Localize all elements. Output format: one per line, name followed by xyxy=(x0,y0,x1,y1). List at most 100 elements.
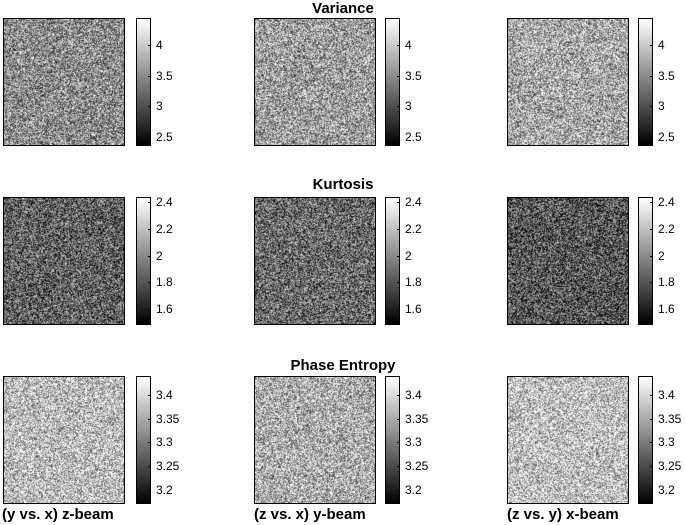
row-title: Kurtosis xyxy=(312,176,374,193)
colorbar-tick-label: 3.3 xyxy=(156,435,173,449)
colorbar xyxy=(385,197,400,325)
colorbar xyxy=(385,376,400,504)
colorbar-tickmark xyxy=(148,229,151,230)
colorbar-tickmark xyxy=(650,45,653,46)
colorbar-tick-label: 2.5 xyxy=(658,130,675,144)
column-label: (z vs. x) y-beam xyxy=(254,506,366,523)
colorbar-tick-label: 1.6 xyxy=(658,302,675,316)
colorbar-tickmark xyxy=(148,45,151,46)
colorbar-tick-label: 3.4 xyxy=(658,388,675,402)
heatmap-panel xyxy=(254,18,376,146)
colorbar-tick-label: 3.2 xyxy=(405,483,422,497)
colorbar-tick-label: 2.5 xyxy=(156,130,173,144)
heatmap-image xyxy=(255,19,375,145)
colorbar-tick-label: 3.35 xyxy=(658,412,682,426)
colorbar-tickmark xyxy=(397,395,400,396)
colorbar xyxy=(638,376,653,504)
colorbar-tickmark xyxy=(397,256,400,257)
colorbar-tickmark xyxy=(650,395,653,396)
heatmap-image xyxy=(4,19,124,145)
colorbar-tickmark xyxy=(650,76,653,77)
colorbar-tick-label: 3.4 xyxy=(156,388,173,402)
colorbar-tick-label: 3.35 xyxy=(156,412,180,426)
colorbar xyxy=(136,18,151,146)
colorbar-tick-label: 2 xyxy=(405,249,412,263)
heatmap-panel xyxy=(507,18,629,146)
colorbar-tickmark xyxy=(397,309,400,310)
colorbar-tick-label: 3.25 xyxy=(658,459,682,473)
colorbar xyxy=(385,18,400,146)
colorbar-tick-label: 3 xyxy=(156,99,163,113)
colorbar-tickmark xyxy=(650,309,653,310)
heatmap-image xyxy=(255,377,375,503)
row-title: Variance xyxy=(312,0,374,17)
heatmap-image xyxy=(4,377,124,503)
colorbar-tickmark xyxy=(650,490,653,491)
colorbar-tick-label: 3.25 xyxy=(156,459,180,473)
colorbar-tick-label: 3.5 xyxy=(156,69,173,83)
colorbar-tickmark xyxy=(650,442,653,443)
row-title: Phase Entropy xyxy=(290,357,396,374)
colorbar-tickmark xyxy=(148,309,151,310)
colorbar-tickmark xyxy=(397,466,400,467)
colorbar-tick-label: 2.2 xyxy=(156,222,173,236)
colorbar-tick-label: 1.6 xyxy=(156,302,173,316)
colorbar-tick-label: 3.4 xyxy=(405,388,422,402)
heatmap-image xyxy=(255,198,375,324)
colorbar-tick-label: 3.3 xyxy=(658,435,675,449)
colorbar-tickmark xyxy=(397,229,400,230)
heatmap-image xyxy=(4,198,124,324)
colorbar-tickmark xyxy=(650,282,653,283)
column-label: (y vs. x) z-beam xyxy=(2,506,114,523)
colorbar-tickmark xyxy=(148,395,151,396)
colorbar-tickmark xyxy=(148,202,151,203)
colorbar xyxy=(638,18,653,146)
colorbar-tickmark xyxy=(650,106,653,107)
colorbar-tickmark xyxy=(397,442,400,443)
colorbar-tick-label: 3 xyxy=(405,99,412,113)
colorbar-tickmark xyxy=(397,45,400,46)
colorbar-tick-label: 3.5 xyxy=(658,69,675,83)
colorbar-tickmark xyxy=(650,419,653,420)
colorbar-tick-label: 1.8 xyxy=(405,275,422,289)
colorbar-tickmark xyxy=(650,256,653,257)
heatmap-panel xyxy=(3,18,125,146)
colorbar-tickmark xyxy=(650,466,653,467)
colorbar-tick-label: 2.2 xyxy=(658,222,675,236)
colorbar-tick-label: 4 xyxy=(658,38,665,52)
colorbar-tickmark xyxy=(397,106,400,107)
colorbar-tickmark xyxy=(397,282,400,283)
colorbar-tickmark xyxy=(650,202,653,203)
colorbar-tick-label: 2.4 xyxy=(405,195,422,209)
column-label: (z vs. y) x-beam xyxy=(507,506,619,523)
colorbar-tickmark xyxy=(148,137,151,138)
colorbar-tick-label: 4 xyxy=(405,38,412,52)
colorbar-tick-label: 2.2 xyxy=(405,222,422,236)
colorbar-tickmark xyxy=(148,106,151,107)
heatmap-panel xyxy=(3,376,125,504)
colorbar xyxy=(136,376,151,504)
colorbar-tick-label: 3.5 xyxy=(405,69,422,83)
heatmap-image xyxy=(508,377,628,503)
colorbar-tick-label: 2.4 xyxy=(658,195,675,209)
colorbar-tickmark xyxy=(650,137,653,138)
colorbar-tick-label: 3.2 xyxy=(658,483,675,497)
colorbar-tick-label: 3.3 xyxy=(405,435,422,449)
colorbar-tickmark xyxy=(148,466,151,467)
colorbar-tickmark xyxy=(148,76,151,77)
colorbar-tick-label: 3.2 xyxy=(156,483,173,497)
colorbar xyxy=(638,197,653,325)
heatmap-image xyxy=(508,19,628,145)
colorbar-tick-label: 1.8 xyxy=(658,275,675,289)
heatmap-panel xyxy=(254,376,376,504)
colorbar-tick-label: 2 xyxy=(156,249,163,263)
colorbar-tickmark xyxy=(148,282,151,283)
colorbar-tick-label: 1.8 xyxy=(156,275,173,289)
colorbar-tickmark xyxy=(148,490,151,491)
heatmap-panel xyxy=(507,197,629,325)
colorbar-tick-label: 2.4 xyxy=(156,195,173,209)
colorbar-tick-label: 2.5 xyxy=(405,130,422,144)
heatmap-panel xyxy=(254,197,376,325)
colorbar-tick-label: 4 xyxy=(156,38,163,52)
colorbar-tickmark xyxy=(397,76,400,77)
